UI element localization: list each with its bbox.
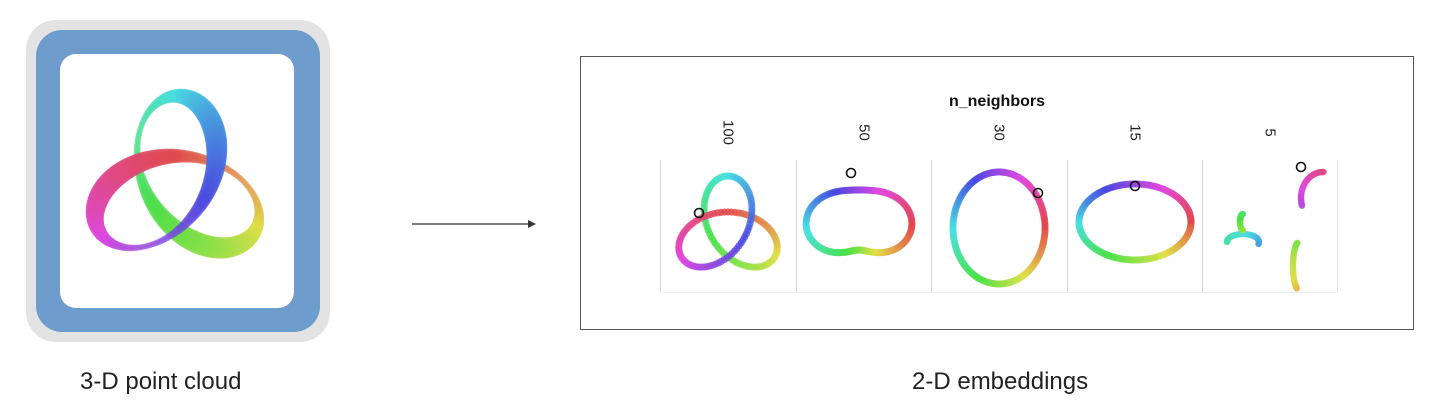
panel-label: 5	[1261, 128, 1279, 137]
embedding-plot	[675, 172, 781, 271]
embedding-panel-3: 30	[931, 124, 1066, 292]
highlight-marker	[845, 167, 857, 179]
point-mark	[1239, 210, 1246, 218]
point-mark	[1320, 168, 1327, 176]
embedding-panel-2: 50	[796, 124, 931, 292]
embedding-panel-1: 100	[660, 120, 795, 292]
point-mark	[1187, 216, 1195, 225]
axis-right	[1337, 160, 1338, 292]
highlight-marker	[1295, 161, 1307, 173]
highlight-marker	[1129, 180, 1141, 192]
point-mark	[1041, 222, 1049, 230]
highlight-marker	[1032, 187, 1044, 199]
panel-label: 15	[1126, 124, 1144, 141]
trefoil-knot-image	[60, 54, 294, 308]
highlight-marker	[693, 207, 705, 219]
embeddings-figure: n_neighbors 100 50 30 15 5	[580, 56, 1414, 330]
axis-bottom	[660, 292, 1338, 293]
param-title: n_neighbors	[948, 93, 1045, 110]
right-caption: 2-D embeddings	[912, 368, 1089, 395]
point-mark	[1294, 239, 1301, 247]
arrow-icon	[412, 220, 536, 228]
point-mark	[1255, 240, 1262, 248]
trefoil-knot-drawing	[85, 88, 265, 259]
embedding-plot	[949, 168, 1049, 288]
left-caption: 3-D point cloud	[80, 368, 242, 395]
embedding-plot	[1223, 161, 1327, 292]
panel-label: 30	[990, 124, 1008, 141]
panel-label: 100	[719, 119, 737, 146]
embedding-plot	[802, 167, 916, 257]
point-mark	[720, 208, 729, 216]
point-mark	[908, 222, 916, 230]
embedding-plot	[1075, 180, 1195, 264]
embedding-panel-5: 5	[1202, 128, 1337, 292]
point-mark	[167, 148, 182, 164]
embedding-panel-4: 15	[1067, 124, 1202, 292]
panel-label: 50	[855, 124, 873, 141]
